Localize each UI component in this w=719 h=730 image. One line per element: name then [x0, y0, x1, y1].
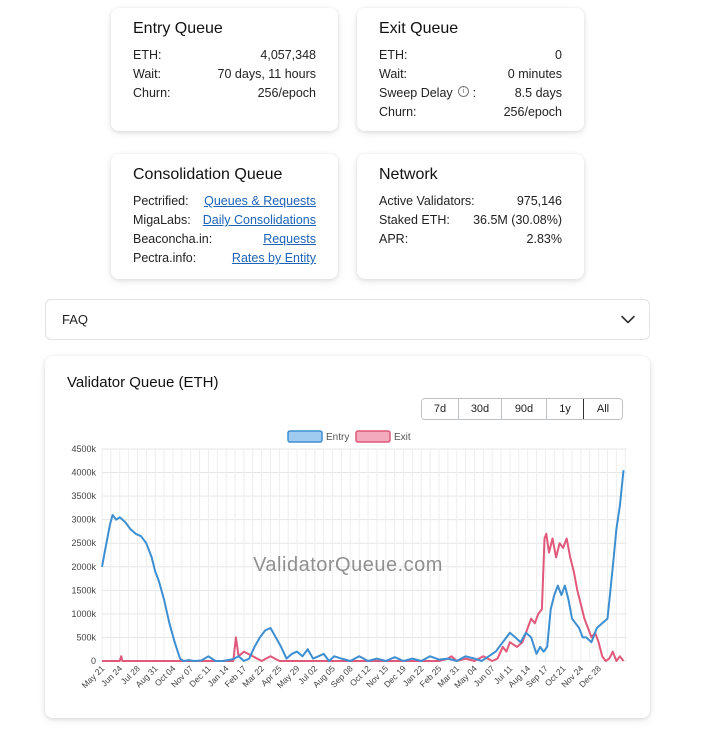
chevron-down-icon[interactable] [621, 312, 635, 327]
apr-value: 2.83% [526, 232, 562, 246]
entry-churn-row: Churn: 256/epoch [133, 84, 316, 103]
y-tick-label: 3000k [71, 515, 96, 525]
legend-exit-swatch[interactable] [355, 430, 391, 443]
exit-eth-label: ETH: [379, 48, 408, 62]
y-tick-label: 4500k [71, 444, 96, 454]
entry-queue-title: Entry Queue [133, 20, 223, 37]
entry-series-line [101, 470, 625, 662]
pectrified-label: Pectrified: [133, 194, 189, 208]
entry-eth-label: ETH: [133, 48, 162, 62]
range-7d-button[interactable]: 7d [422, 399, 459, 419]
entry-eth-value: 4,057,348 [260, 48, 316, 62]
chart-series [101, 470, 625, 662]
apr-label: APR: [379, 232, 409, 246]
consolidation-pectrified-row: Pectrified: Queues & Requests [133, 192, 316, 211]
migalabs-label: MigaLabs: [133, 213, 191, 227]
requests-link[interactable]: Requests [263, 232, 316, 246]
consolidation-pectra-row: Pectra.info: Rates by Entity [133, 249, 316, 268]
y-tick-label: 500k [76, 632, 96, 642]
entry-wait-value: 70 days, 11 hours [217, 67, 316, 81]
y-tick-label: 3500k [71, 491, 96, 501]
validator-queue-chart-card: Validator Queue (ETH) 7d 30d 90d 1y All … [45, 356, 650, 718]
range-all-button[interactable]: All [583, 399, 622, 419]
daily-consolidations-link[interactable]: Daily Consolidations [202, 213, 316, 227]
entry-churn-label: Churn: [133, 86, 171, 100]
legend-entry-swatch[interactable] [287, 430, 323, 443]
info-icon[interactable]: i [458, 86, 470, 97]
exit-eth-row: ETH: 0 [379, 46, 562, 65]
exit-eth-value: 0 [555, 48, 562, 62]
exit-wait-value: 0 minutes [507, 67, 562, 81]
exit-wait-row: Wait: 0 minutes [379, 65, 562, 84]
consolidation-beaconchain-row: Beaconcha.in: Requests [133, 230, 316, 249]
faq-accordion[interactable]: FAQ [45, 299, 650, 340]
network-staked-eth-row: Staked ETH: 36.5M (30.08%) [379, 211, 562, 230]
exit-churn-value: 256/epoch [503, 105, 562, 119]
exit-wait-label: Wait: [379, 67, 408, 81]
exit-sweep-delay-colon: : [472, 86, 477, 100]
legend-entry-label[interactable]: Entry [326, 432, 349, 443]
time-range-selector: 7d 30d 90d 1y All [421, 398, 623, 420]
range-90d-button[interactable]: 90d [502, 399, 547, 419]
exit-queue-title: Exit Queue [379, 20, 459, 37]
entry-churn-value: 256/epoch [257, 86, 316, 100]
exit-sweep-delay-row: Sweep Delay i : 8.5 days [379, 84, 562, 103]
entry-queue-card: Entry Queue ETH: 4,057,348 Wait: 70 days… [111, 8, 338, 131]
staked-eth-value: 36.5M (30.08%) [473, 213, 562, 227]
exit-churn-row: Churn: 256/epoch [379, 103, 562, 122]
rates-by-entity-link[interactable]: Rates by Entity [231, 251, 316, 265]
exit-sweep-delay-label: Sweep Delay [379, 86, 453, 100]
exit-churn-label: Churn: [379, 105, 417, 119]
active-validators-value: 975,146 [516, 194, 562, 208]
exit-sweep-delay-label-group: Sweep Delay i : [379, 84, 476, 103]
watermark: ValidatorQueue.com [253, 554, 443, 576]
network-card: Network Active Validators: 975,146 Stake… [357, 154, 584, 279]
y-tick-label: 4000k [71, 468, 96, 478]
staked-eth-label: Staked ETH: [379, 213, 450, 227]
legend-exit-label[interactable]: Exit [394, 432, 411, 443]
y-tick-label: 1000k [71, 609, 96, 619]
beaconchain-label: Beaconcha.in: [133, 232, 213, 246]
exit-queue-card: Exit Queue ETH: 0 Wait: 0 minutes Sweep … [357, 8, 584, 131]
validator-queue-chart: ValidatorQueue.com 0 500k 1000k 1500k 2000k 2… [71, 430, 627, 690]
network-active-validators-row: Active Validators: 975,146 [379, 192, 562, 211]
entry-eth-row: ETH: 4,057,348 [133, 46, 316, 65]
queues-requests-link[interactable]: Queues & Requests [204, 194, 316, 208]
entry-wait-label: Wait: [133, 67, 162, 81]
pectra-label: Pectra.info: [133, 251, 197, 265]
y-tick-label: 2000k [71, 562, 96, 572]
active-validators-label: Active Validators: [379, 194, 475, 208]
y-tick-label: 1500k [71, 585, 96, 595]
y-tick-label: 2500k [71, 538, 96, 548]
consolidation-migalabs-row: MigaLabs: Daily Consolidations [133, 211, 316, 230]
faq-label: FAQ [62, 312, 89, 327]
consolidation-queue-title: Consolidation Queue [133, 166, 283, 183]
entry-wait-row: Wait: 70 days, 11 hours [133, 65, 316, 84]
chart-title: Validator Queue (ETH) [67, 374, 219, 391]
y-tick-label: 0 [91, 656, 96, 666]
consolidation-queue-card: Consolidation Queue Pectrified: Queues &… [111, 154, 338, 279]
network-title: Network [379, 166, 438, 183]
network-apr-row: APR: 2.83% [379, 230, 562, 249]
range-30d-button[interactable]: 30d [459, 399, 502, 419]
exit-sweep-delay-value: 8.5 days [514, 86, 562, 100]
chart-legend[interactable]: Entry Exit [287, 430, 411, 443]
